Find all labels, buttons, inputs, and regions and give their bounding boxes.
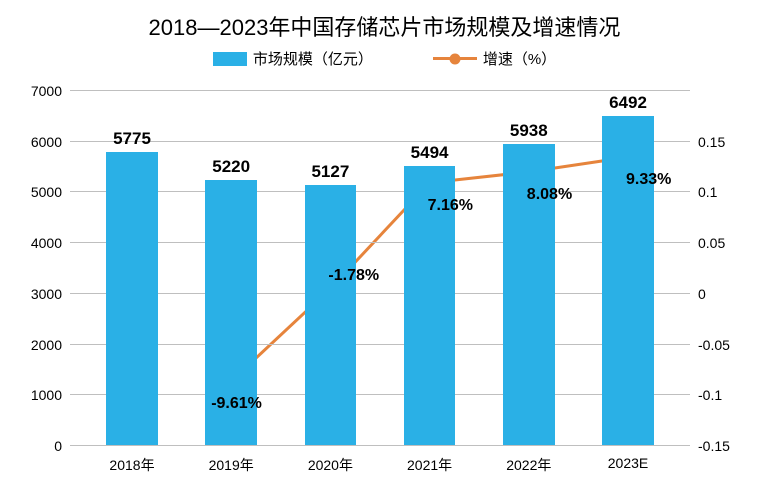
line-layer [70,90,690,445]
y-left-tick-label: 4000 [0,235,62,251]
legend-swatch-bar [213,52,247,66]
chart-title: 2018—2023年中国存储芯片市场规模及增速情况 [0,10,769,42]
line-value-label: 9.33% [626,171,671,189]
gridline [70,141,690,142]
line-value-label: 8.08% [527,186,572,204]
y-right-tick-label: 0 [698,286,706,302]
bar-value-label: 5494 [411,143,449,163]
y-left-tick-label: 5000 [0,184,62,200]
legend-swatch-line [433,57,477,60]
line-value-label: -1.78% [328,267,379,285]
gridline [70,242,690,243]
chart-legend: 市场规模（亿元） 增速（%） [0,48,769,69]
legend-item: 市场规模（亿元） [213,48,373,69]
bar [602,116,654,445]
y-right-tick-label: -0.15 [698,438,730,454]
gridline [70,344,690,345]
y-left-tick-label: 2000 [0,337,62,353]
y-left-tick-label: 3000 [0,286,62,302]
legend-item: 增速（%） [433,48,556,69]
gridline [70,191,690,192]
bar-value-label: 6492 [609,93,647,113]
gridline [70,293,690,294]
y-right-tick-label: -0.1 [698,387,722,403]
chart-root: 2018—2023年中国存储芯片市场规模及增速情况 市场规模（亿元）增速（%） … [0,0,769,500]
x-tick-label: 2021年 [407,455,452,475]
line-value-label: -9.61% [211,395,262,413]
legend-label: 增速（%） [483,48,556,69]
line-value-label: 7.16% [428,197,473,215]
y-left-tick-label: 7000 [0,83,62,99]
y-right-tick-label: 0.1 [698,184,717,200]
bar [305,185,357,445]
y-right-tick-label: 0.05 [698,235,725,251]
bar-value-label: 5220 [212,157,250,177]
legend-marker [449,53,460,64]
plot-area [70,90,690,445]
bar-value-label: 5775 [113,129,151,149]
x-tick-label: 2019年 [209,455,254,475]
y-left-tick-label: 1000 [0,387,62,403]
gridline [70,394,690,395]
y-left-tick-label: 6000 [0,134,62,150]
legend-label: 市场规模（亿元） [253,48,373,69]
bar-value-label: 5938 [510,121,548,141]
x-tick-label: 2020年 [308,455,353,475]
gridline [70,445,690,446]
bar [106,152,158,445]
y-right-tick-label: -0.05 [698,337,730,353]
x-tick-label: 2022年 [506,455,551,475]
bar-value-label: 5127 [311,162,349,182]
x-tick-label: 2018年 [109,455,154,475]
y-left-tick-label: 0 [0,438,62,454]
y-right-tick-label: 0.15 [698,134,725,150]
gridline [70,90,690,91]
x-tick-label: 2023E [608,455,648,471]
